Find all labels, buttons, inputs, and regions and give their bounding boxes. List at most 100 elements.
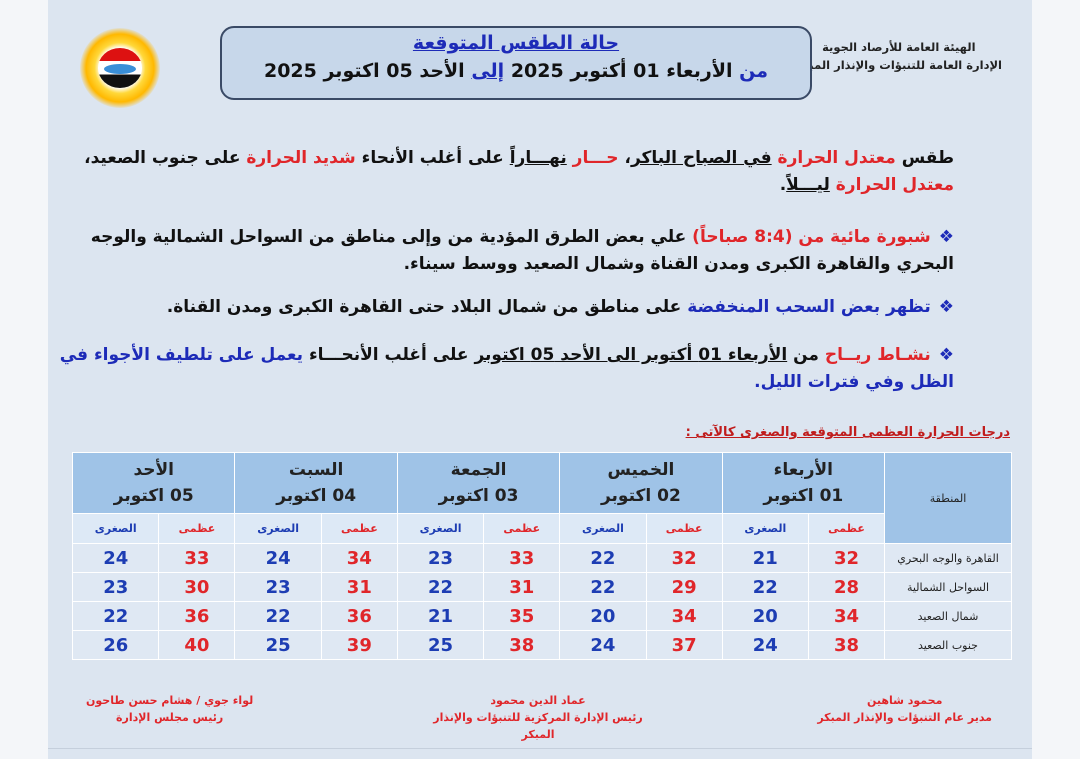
max-temp: 38 <box>483 630 561 660</box>
diamond-bullet-icon: ❖ <box>938 297 954 317</box>
text: حـــار <box>566 148 619 168</box>
text: يعمل على تلطيف الأجواء <box>93 345 304 365</box>
min-temp: 22 <box>559 543 647 573</box>
min-temp: 23 <box>71 572 160 602</box>
min-label: الصغرى <box>234 513 322 544</box>
table-title: درجات الحرارة العظمى المتوقعة والصغرى كا… <box>685 425 1010 440</box>
text: من <box>787 345 825 365</box>
text: شبورة مائية من (8:4 صباحاً) <box>692 227 931 247</box>
min-temp: 20 <box>559 601 647 631</box>
max-temp: 33 <box>158 543 236 573</box>
max-label: عظمى <box>158 513 236 544</box>
period-start: الأربعاء 01 أكتوبر 2025 <box>510 60 733 82</box>
min-temp: 24 <box>234 543 322 573</box>
signature-3: لواء جوي / هشام حسن طاحون رئيس مجلس الإدا… <box>86 694 254 724</box>
max-label: عظمى <box>808 513 885 544</box>
text: ليـــلاً <box>786 175 830 195</box>
diamond-bullet-icon: ❖ <box>938 227 954 247</box>
signature-2: عماد الدين محمود رئيس الإدارة المركزية لل… <box>433 694 643 741</box>
wind-note: ❖ نشـاط ريــاح من الأربعاء 01 أكتوبر الى … <box>44 342 954 396</box>
max-label: عظمى <box>320 513 398 544</box>
max-temp: 37 <box>645 630 723 660</box>
from-word: من <box>739 60 769 82</box>
text: علي بعض الطرق المؤدية من وإلى مناطق من ا… <box>90 227 954 274</box>
max-temp: 38 <box>808 630 885 660</box>
org-line-2: الإدارة العامة للتنبؤات والإنذار المبكر <box>795 58 1002 72</box>
min-temp: 21 <box>396 601 485 631</box>
text: على جنوب الصعيد، <box>84 148 247 168</box>
period-end: الأحد 05 اكتوبر 2025 <box>263 60 465 82</box>
text: على أغلب الأنحاء <box>355 148 510 168</box>
max-temp: 33 <box>483 543 561 573</box>
text: في الظل وفي فترات الليل. <box>59 345 954 392</box>
title-box: حالة الطقس المتوقعة من الأربعاء 01 أكتوب… <box>220 26 812 100</box>
table-row: جنوب الصعيد 38 24 37 24 38 25 39 25 40 26 <box>71 630 1012 660</box>
table-row: السواحل الشمالية 28 22 29 22 31 22 31 23 30 23 <box>71 572 1012 602</box>
day-header: الجمعة 03 اكتوبر <box>396 452 561 514</box>
text: نشـاط ريــاح <box>824 345 931 365</box>
signature-1: محمود شاهين مدير عام التنبؤات والإنذار ال… <box>817 694 992 724</box>
table-header-row: المنطقة الأربعاء 01 اكتوبر الخميس 02 اكتوب… <box>71 452 1012 544</box>
max-temp: 32 <box>645 543 723 573</box>
day-header: الأربعاء 01 اكتوبر <box>721 452 886 514</box>
org-line-1: الهيئة العامة للأرصاد الجوية <box>822 40 976 54</box>
divider <box>48 748 1032 749</box>
day-header: الأحد 05 اكتوبر <box>71 452 236 514</box>
min-temp: 22 <box>559 572 647 602</box>
text: معتدل الحرارة <box>771 148 896 168</box>
clouds-note: ❖ تظهر بعض السحب المنخفضة على مناطق من شم… <box>44 294 954 321</box>
min-temp: 21 <box>721 543 810 573</box>
text: الأربعاء 01 أكتوبر الى الأحد 05 اكتوبر <box>474 345 788 365</box>
region-name: القاهرة والوجه البحري <box>884 543 1012 573</box>
max-temp: 36 <box>158 601 236 631</box>
max-label: عظمى <box>483 513 561 544</box>
text: على مناطق من شمال البلاد حتى القاهرة الك… <box>166 297 688 317</box>
min-temp: 26 <box>71 630 160 660</box>
min-label: الصغرى <box>396 513 485 544</box>
min-temp: 25 <box>396 630 485 660</box>
min-temp: 20 <box>721 601 810 631</box>
min-temp: 23 <box>396 543 485 573</box>
text: نهـــاراً <box>509 148 567 168</box>
region-header: المنطقة <box>884 452 1012 544</box>
organization-name: الهيئة العامة للأرصاد الجوية الإدارة الع… <box>796 38 1002 74</box>
max-temp: 34 <box>645 601 723 631</box>
max-temp: 31 <box>483 572 561 602</box>
max-temp: 35 <box>483 601 561 631</box>
text: تظهر بعض السحب المنخفضة <box>687 297 931 317</box>
min-label: الصغرى <box>559 513 647 544</box>
max-temp: 30 <box>158 572 236 602</box>
fog-note: ❖ شبورة مائية من (8:4 صباحاً) علي بعض الط… <box>44 224 954 278</box>
text: في الصباح الباكر <box>630 148 772 168</box>
max-temp: 28 <box>808 572 885 602</box>
page-title: حالة الطقس المتوقعة <box>412 32 620 54</box>
region-name: شمال الصعيد <box>884 601 1012 631</box>
bulletin-page: الهيئة العامة للأرصاد الجوية الإدارة الع… <box>48 0 1032 759</box>
min-temp: 22 <box>234 601 322 631</box>
text: . <box>779 175 787 195</box>
min-temp: 24 <box>559 630 647 660</box>
min-label: الصغرى <box>71 513 160 544</box>
max-temp: 31 <box>320 572 398 602</box>
day-header: الخميس 02 اكتوبر <box>559 452 723 514</box>
min-temp: 24 <box>71 543 160 573</box>
forecast-period: من الأربعاء 01 أكتوبر 2025 إلى الأحد 05 … <box>222 60 810 82</box>
region-name: السواحل الشمالية <box>884 572 1012 602</box>
general-summary: طقس معتدل الحرارة في الصباح الباكر، حـــ… <box>44 145 954 199</box>
diamond-bullet-icon: ❖ <box>938 345 954 365</box>
max-temp: 39 <box>320 630 398 660</box>
text: طقس <box>895 148 954 168</box>
min-temp: 22 <box>721 572 810 602</box>
table-row: شمال الصعيد 34 20 34 20 35 21 36 22 36 22 <box>71 601 1012 631</box>
max-temp: 40 <box>158 630 236 660</box>
min-label: الصغرى <box>721 513 810 544</box>
max-temp: 34 <box>808 601 885 631</box>
min-temp: 23 <box>234 572 322 602</box>
max-label: عظمى <box>645 513 723 544</box>
text: على أغلب الأنحـــاء <box>303 345 475 365</box>
min-temp: 22 <box>396 572 485 602</box>
ema-logo <box>80 28 160 108</box>
max-temp: 34 <box>320 543 398 573</box>
max-temp: 29 <box>645 572 723 602</box>
text: شديد الحرارة <box>246 148 356 168</box>
